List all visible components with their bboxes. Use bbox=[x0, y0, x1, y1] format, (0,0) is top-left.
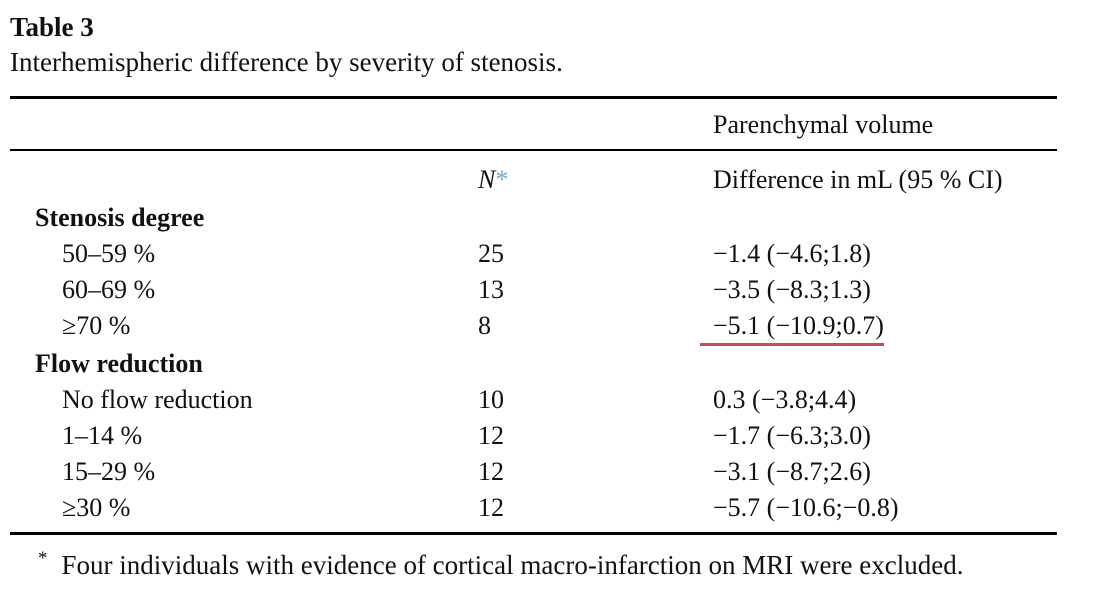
row-n-value: 12 bbox=[478, 421, 504, 450]
table-row: No flow reduction 10 0.3 (−3.8;4.4) bbox=[10, 382, 1057, 418]
row-difference-cell: −1.7 (−6.3;3.0) bbox=[713, 418, 1057, 454]
row-difference-cell: −3.5 (−8.3;1.3) bbox=[713, 272, 1057, 308]
table-row: ≥30 % 12 −5.7 (−10.6;−0.8) bbox=[10, 490, 1057, 534]
group-label: Stenosis degree bbox=[35, 203, 205, 232]
row-difference-cell: 0.3 (−3.8;4.4) bbox=[713, 382, 1057, 418]
row-difference-cell: −5.1 (−10.9;0.7) bbox=[700, 308, 1057, 346]
row-n-value: 12 bbox=[478, 493, 504, 522]
row-label: ≥30 % bbox=[62, 493, 131, 522]
span-header-row: Parenchymal volume bbox=[10, 97, 1057, 151]
row-n-value: 13 bbox=[478, 275, 504, 304]
n-footnote-marker: * bbox=[495, 165, 509, 194]
table-row: 15–29 % 12 −3.1 (−8.7;2.6) bbox=[10, 454, 1057, 490]
row-difference-cell: −5.7 (−10.6;−0.8) bbox=[713, 490, 1057, 534]
group-label: Flow reduction bbox=[35, 349, 203, 378]
difference-value: −3.1 (−8.7;2.6) bbox=[713, 457, 871, 486]
row-label: 15–29 % bbox=[62, 457, 156, 486]
row-n-value: 25 bbox=[478, 239, 504, 268]
table-title: Table 3 bbox=[10, 12, 94, 42]
difference-value-highlighted: −5.1 (−10.9;0.7) bbox=[700, 310, 884, 346]
row-n-value: 10 bbox=[478, 385, 504, 414]
row-n-value: 12 bbox=[478, 457, 504, 486]
table-body: Stenosis degree 50–59 % 25 −1.4 (−4.6;1.8) 6… bbox=[10, 200, 1057, 534]
empty-cell bbox=[478, 97, 713, 151]
table-caption: Interhemispheric difference by severity … bbox=[10, 47, 563, 77]
difference-value: −1.4 (−4.6;1.8) bbox=[713, 239, 871, 268]
table-header: Parenchymal volume N* Difference in mL (… bbox=[10, 97, 1057, 201]
row-label: ≥70 % bbox=[62, 311, 131, 340]
column-header-row: N* Difference in mL (95 % CI) bbox=[10, 150, 1057, 200]
table-row: 50–59 % 25 −1.4 (−4.6;1.8) bbox=[10, 236, 1057, 272]
row-label: 50–59 % bbox=[62, 239, 156, 268]
n-header-label: N bbox=[478, 165, 496, 194]
row-difference-cell: −1.4 (−4.6;1.8) bbox=[713, 236, 1057, 272]
row-label: No flow reduction bbox=[62, 385, 253, 414]
table-row: ≥70 % 8 −5.1 (−10.9;0.7) bbox=[10, 308, 1057, 346]
span-header-parenchymal-volume: Parenchymal volume bbox=[713, 97, 1057, 151]
row-n-value: 8 bbox=[478, 311, 491, 340]
table-row: 60–69 % 13 −3.5 (−8.3;1.3) bbox=[10, 272, 1057, 308]
footnote-marker: * bbox=[38, 548, 48, 569]
footnote: * Four individuals with evidence of corti… bbox=[10, 546, 1057, 584]
difference-value: 0.3 (−3.8;4.4) bbox=[713, 385, 857, 414]
row-label: 60–69 % bbox=[62, 275, 156, 304]
group-header-row: Stenosis degree bbox=[10, 200, 1057, 236]
difference-value: −1.7 (−6.3;3.0) bbox=[713, 421, 871, 450]
row-difference-cell: −3.1 (−8.7;2.6) bbox=[713, 454, 1057, 490]
difference-value: −5.7 (−10.6;−0.8) bbox=[713, 493, 899, 522]
group-header-row: Flow reduction bbox=[10, 346, 1057, 382]
empty-cell bbox=[10, 150, 478, 200]
page: Table 3 Interhemispheric difference by s… bbox=[10, 12, 1057, 584]
footnote-text: Four individuals with evidence of cortic… bbox=[61, 550, 964, 580]
column-header-difference: Difference in mL (95 % CI) bbox=[713, 165, 1003, 194]
difference-value: −3.5 (−8.3;1.3) bbox=[713, 275, 871, 304]
empty-cell bbox=[10, 97, 478, 151]
table-row: 1–14 % 12 −1.7 (−6.3;3.0) bbox=[10, 418, 1057, 454]
column-header-n: N* bbox=[478, 150, 713, 200]
data-table: Parenchymal volume N* Difference in mL (… bbox=[10, 96, 1057, 535]
row-label: 1–14 % bbox=[62, 421, 143, 450]
